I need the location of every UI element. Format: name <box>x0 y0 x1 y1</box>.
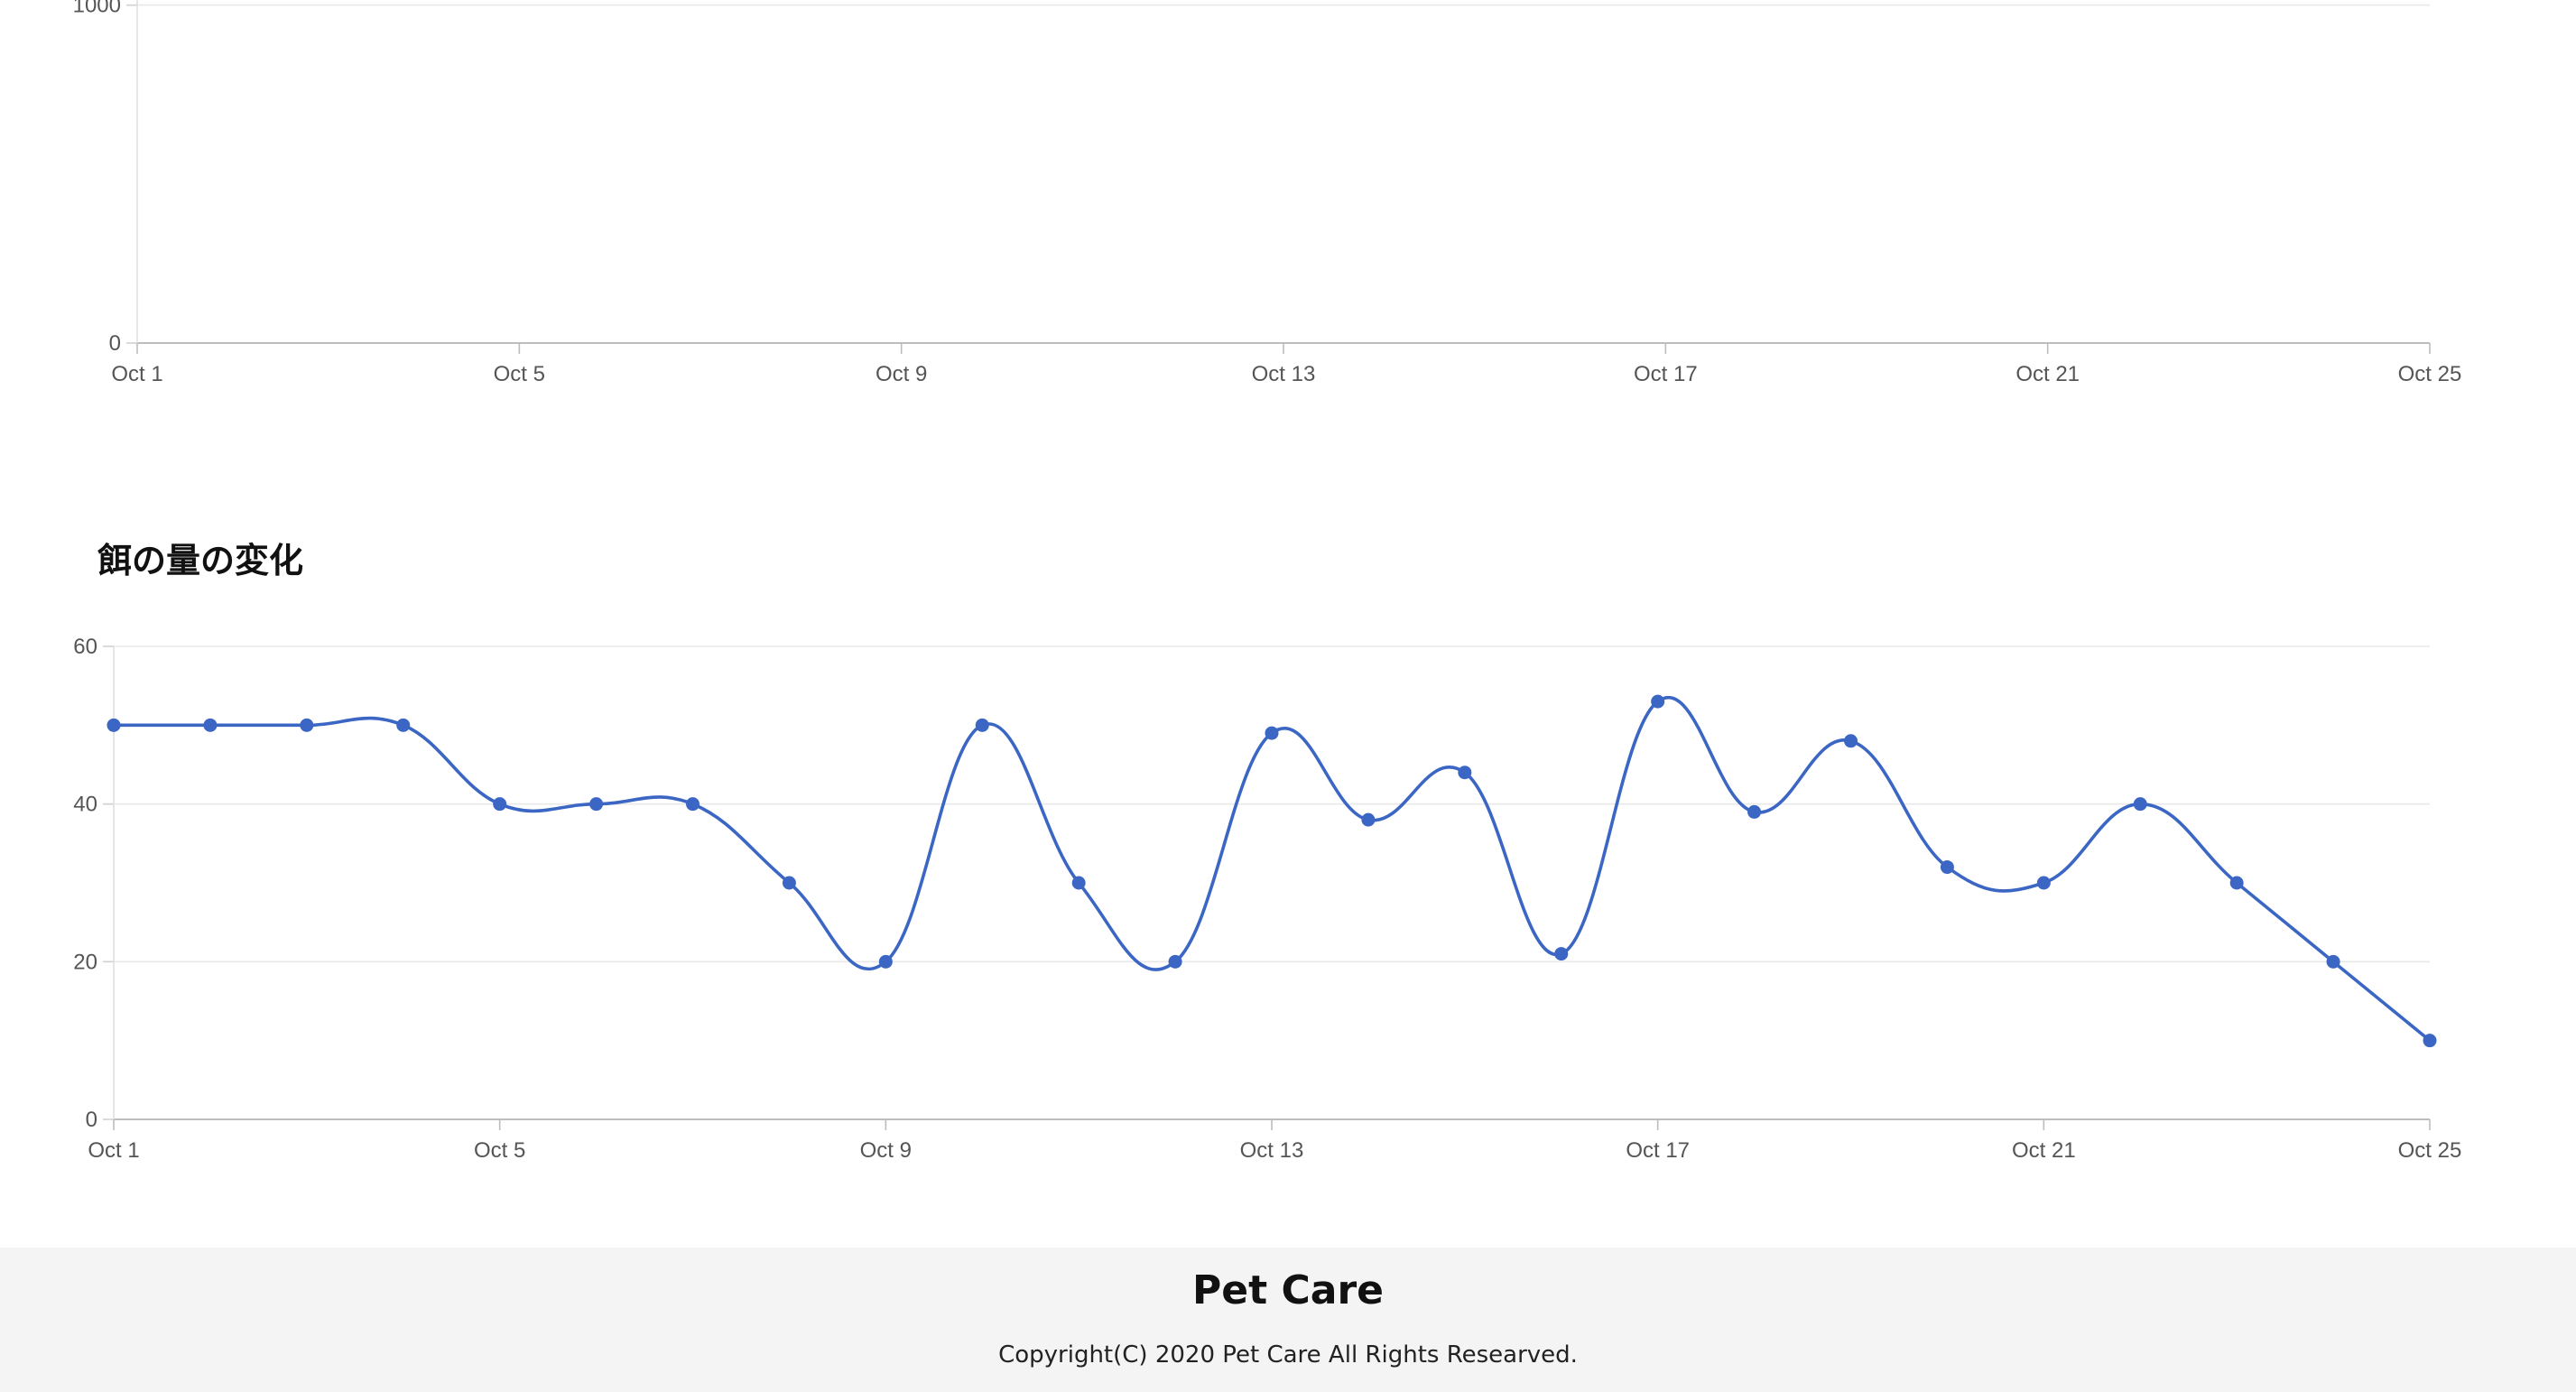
data-point[interactable] <box>2326 954 2340 969</box>
x-tick-label: Oct 13 <box>1252 362 1316 386</box>
x-tick-label: Oct 1 <box>88 1138 139 1163</box>
data-point[interactable] <box>2229 876 2244 890</box>
data-point[interactable] <box>1940 860 1954 875</box>
series-line <box>114 696 2432 1043</box>
footer-copyright: Copyright(C) 2020 Pet Care All Rights Re… <box>998 1341 1578 1369</box>
data-point[interactable] <box>493 797 507 812</box>
feed-amount-chart: 0 20 40 60 Oct 1 Oct 5 Oct 9 Oct 13 Oct 17 Oct 21… <box>73 635 2462 1163</box>
data-point[interactable] <box>1168 954 1182 969</box>
x-tick-label: Oct 17 <box>1626 1138 1690 1163</box>
data-point[interactable] <box>589 797 604 812</box>
data-point[interactable] <box>878 954 893 969</box>
data-point[interactable] <box>1458 766 1472 780</box>
y-tick-label: 0 <box>86 1108 97 1132</box>
feed-chart-title: 餌の量の変化 <box>97 541 304 580</box>
footer-brand: Pet Care <box>1192 1267 1384 1313</box>
y-tick-label: 60 <box>73 635 97 659</box>
x-tick-label: Oct 21 <box>2012 1138 2076 1163</box>
x-tick-label: Oct 5 <box>474 1138 525 1163</box>
x-tick-label: Oct 9 <box>860 1138 912 1163</box>
x-tick-label: Oct 21 <box>2015 362 2080 386</box>
y-tick-label: 0 <box>109 331 121 356</box>
x-tick-label: Oct 25 <box>2398 362 2462 386</box>
data-point[interactable] <box>2423 1034 2437 1048</box>
data-point[interactable] <box>1747 804 1762 819</box>
footer: Pet Care Copyright(C) 2020 Pet Care All … <box>0 1248 2576 1392</box>
y-tick-label: 40 <box>73 793 97 817</box>
y-tick-label: 20 <box>73 950 97 974</box>
data-point[interactable] <box>203 718 218 732</box>
data-point[interactable] <box>396 718 411 732</box>
data-point[interactable] <box>686 797 700 812</box>
data-point[interactable] <box>300 718 314 732</box>
data-point[interactable] <box>1554 947 1569 961</box>
weight-chart: 0 1000 Oct 1 Oct 5 Oct 9 Oct 13 Oct 17 Oct 21 Oc… <box>73 0 2462 386</box>
x-tick-label: Oct 17 <box>1634 362 1698 386</box>
x-tick-label: Oct 5 <box>494 362 545 386</box>
x-tick-label: Oct 1 <box>111 362 162 386</box>
data-point[interactable] <box>1361 812 1376 827</box>
data-point[interactable] <box>1651 694 1665 709</box>
data-point[interactable] <box>2036 876 2051 890</box>
data-point[interactable] <box>782 876 796 890</box>
data-point[interactable] <box>1844 734 1858 748</box>
data-point[interactable] <box>1265 726 1279 740</box>
data-point[interactable] <box>975 718 989 732</box>
x-tick-label: Oct 13 <box>1240 1138 1304 1163</box>
x-tick-label: Oct 9 <box>876 362 927 386</box>
x-tick-label: Oct 25 <box>2398 1138 2462 1163</box>
y-tick-label: 1000 <box>73 0 121 18</box>
data-point[interactable] <box>107 718 121 732</box>
data-point[interactable] <box>2133 797 2147 812</box>
data-point[interactable] <box>1071 876 1086 890</box>
